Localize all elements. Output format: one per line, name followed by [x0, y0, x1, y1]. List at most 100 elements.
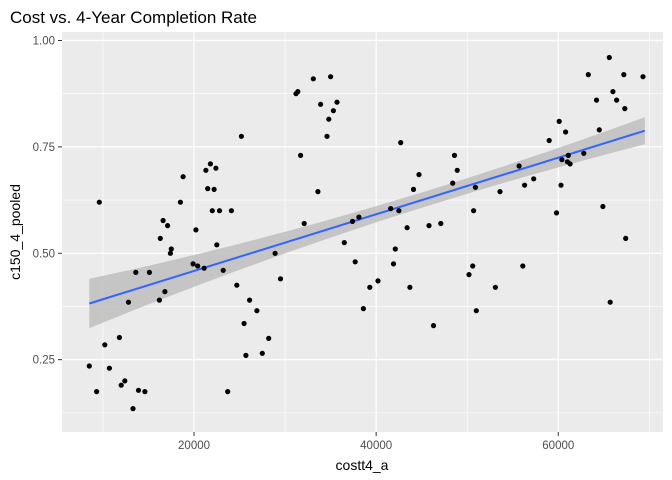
y-axis-title: c150_4_pooled: [7, 184, 23, 280]
data-point: [298, 152, 304, 158]
x-tick-label: 20000: [178, 440, 210, 452]
data-point: [238, 133, 244, 139]
data-point: [565, 152, 571, 158]
data-point: [607, 299, 613, 305]
data-point: [334, 99, 340, 105]
data-point: [426, 223, 432, 229]
x-axis-title: costt4_a: [336, 457, 389, 473]
data-point: [497, 189, 503, 195]
data-point: [450, 180, 456, 186]
data-point: [466, 272, 472, 278]
data-point: [94, 389, 100, 395]
data-point: [220, 267, 226, 273]
data-point: [585, 72, 591, 78]
data-point: [396, 208, 402, 214]
data-point: [167, 250, 173, 256]
data-point: [556, 118, 562, 124]
data-point: [516, 163, 522, 169]
y-tick-label: 0.75: [33, 142, 55, 154]
data-point: [116, 334, 122, 341]
data-point: [315, 189, 321, 195]
data-point: [352, 259, 358, 265]
data-point: [622, 106, 628, 112]
data-point: [430, 323, 437, 329]
data-point: [177, 199, 183, 205]
data-point: [205, 186, 211, 192]
data-point: [195, 263, 201, 269]
data-point: [640, 74, 646, 80]
data-point: [277, 276, 284, 282]
data-point: [130, 406, 136, 412]
data-point: [241, 320, 247, 327]
data-point: [216, 208, 223, 214]
data-point: [593, 97, 600, 103]
data-point: [160, 217, 166, 224]
data-point: [122, 378, 128, 384]
data-point: [390, 261, 397, 267]
data-point: [207, 161, 213, 167]
x-tick-label: 60000: [542, 440, 574, 452]
data-point: [228, 208, 234, 214]
data-point: [546, 137, 552, 144]
data-point: [349, 218, 356, 224]
data-point: [471, 208, 477, 214]
data-point: [375, 278, 381, 284]
smooth-line-layer: [89, 129, 646, 305]
data-point: [301, 220, 307, 227]
data-point: [295, 89, 301, 95]
data-point: [472, 184, 478, 190]
data-point: [209, 208, 215, 214]
data-point: [567, 161, 573, 167]
data-point: [600, 203, 606, 210]
confidence-band-layer: [89, 117, 645, 329]
data-point: [180, 174, 186, 180]
data-point: [135, 387, 142, 393]
data-point: [451, 152, 458, 158]
data-point: [596, 127, 602, 133]
data-point: [356, 214, 362, 220]
x-axis: 20000 40000 60000: [178, 432, 574, 452]
y-tick-label: 0.50: [33, 248, 55, 260]
data-point: [324, 133, 330, 139]
data-point: [438, 220, 444, 227]
data-point: [142, 389, 148, 395]
data-points: [86, 54, 646, 412]
data-point: [473, 308, 479, 314]
data-point: [118, 382, 124, 388]
data-point: [259, 350, 265, 356]
data-point: [201, 265, 207, 271]
data-point: [86, 363, 92, 369]
data-point: [470, 263, 476, 269]
plot-panel: [62, 32, 663, 432]
data-point: [162, 289, 168, 295]
chart-title: Cost vs. 4-Year Completion Rate: [10, 8, 257, 27]
data-point: [492, 284, 498, 290]
data-point: [254, 308, 260, 314]
data-point: [310, 76, 316, 82]
data-point: [213, 165, 219, 171]
data-point: [407, 284, 413, 290]
data-point: [157, 235, 163, 241]
data-point: [614, 97, 620, 103]
data-point: [360, 306, 366, 312]
data-point: [410, 186, 417, 192]
confidence-band: [89, 117, 645, 329]
data-point: [133, 269, 139, 275]
data-point: [146, 269, 152, 275]
data-point: [266, 335, 272, 341]
data-point: [341, 240, 347, 246]
data-point: [102, 342, 108, 348]
x-tick-label: 40000: [360, 440, 392, 452]
data-point: [606, 54, 612, 61]
data-point: [559, 157, 565, 163]
data-point: [328, 74, 334, 80]
data-point: [243, 352, 249, 358]
data-point: [234, 282, 240, 288]
data-point: [522, 182, 528, 188]
data-point: [388, 206, 394, 212]
data-point: [272, 250, 278, 256]
data-point: [398, 140, 404, 146]
y-axis: 0.25 0.50 0.75 1.00: [33, 36, 62, 367]
data-point: [392, 246, 398, 252]
